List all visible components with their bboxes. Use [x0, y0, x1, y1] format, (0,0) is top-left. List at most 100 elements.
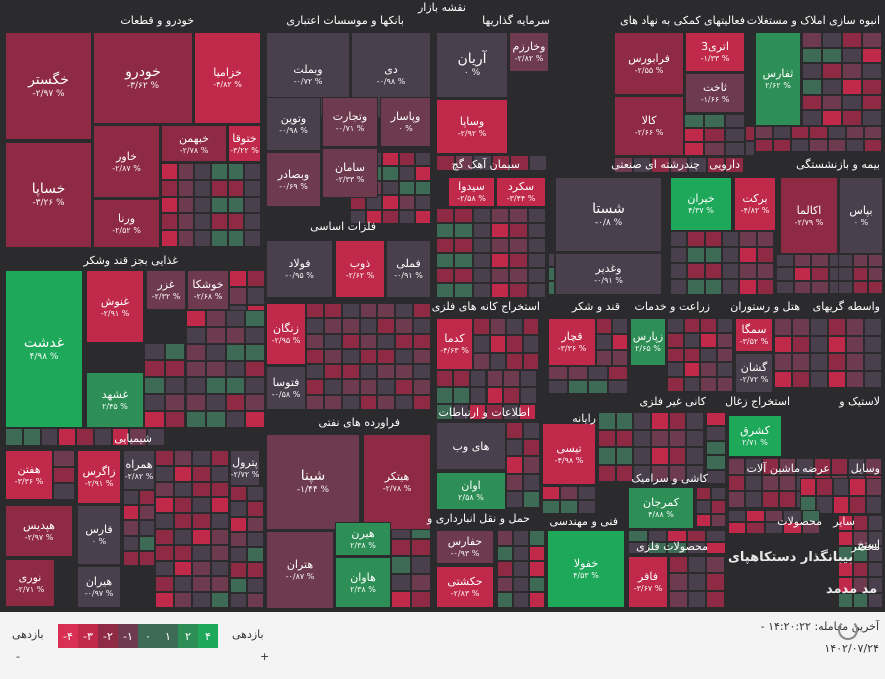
filler-stock-tile[interactable] [684, 128, 705, 142]
filler-stock-tile[interactable] [144, 360, 165, 377]
filler-stock-tile[interactable] [706, 157, 726, 173]
filler-stock-tile[interactable] [225, 310, 246, 327]
stock-tile[interactable]: اتری3 -۱/۳۳ % [685, 32, 745, 72]
filler-stock-tile[interactable] [454, 268, 473, 283]
filler-stock-tile[interactable] [506, 456, 523, 474]
filler-stock-tile[interactable] [227, 196, 245, 214]
filler-stock-tile[interactable] [230, 562, 247, 578]
filler-stock-tile[interactable] [711, 500, 726, 514]
stock-tile[interactable]: هیرن ۲/۳۸ % [335, 522, 391, 556]
filler-stock-tile[interactable] [828, 370, 846, 388]
filler-stock-tile[interactable] [491, 283, 510, 298]
filler-stock-tile[interactable] [728, 522, 747, 534]
filler-stock-tile[interactable] [774, 370, 792, 388]
filler-stock-tile[interactable] [522, 335, 539, 353]
filler-stock-tile[interactable] [756, 231, 774, 247]
filler-stock-tile[interactable] [706, 426, 726, 441]
filler-stock-tile[interactable] [192, 576, 211, 593]
filler-stock-tile[interactable] [706, 455, 726, 470]
filler-stock-tile[interactable] [139, 505, 155, 521]
filler-stock-tile[interactable] [123, 535, 139, 551]
filler-stock-tile[interactable] [341, 333, 360, 349]
filler-stock-tile[interactable] [686, 464, 704, 482]
filler-stock-tile[interactable] [377, 379, 396, 395]
filler-stock-tile[interactable] [764, 510, 784, 522]
filler-stock-tile[interactable] [796, 458, 814, 475]
stock-tile[interactable]: وغدیر -۰/۹۱ % [555, 253, 662, 295]
filler-stock-tile[interactable] [306, 333, 324, 349]
filler-stock-tile[interactable] [776, 280, 794, 294]
filler-stock-tile[interactable] [779, 474, 797, 492]
filler-stock-tile[interactable] [230, 592, 247, 608]
filler-stock-tile[interactable] [413, 348, 431, 365]
filler-stock-tile[interactable] [436, 283, 455, 298]
filler-stock-tile[interactable] [155, 465, 174, 482]
stock-tile[interactable]: حکشتی -۲/۸۳ % [436, 566, 494, 608]
filler-stock-tile[interactable] [436, 208, 455, 223]
filler-stock-tile[interactable] [123, 490, 139, 506]
filler-stock-tile[interactable] [828, 353, 846, 371]
filler-stock-tile[interactable] [247, 270, 265, 288]
filler-stock-tile[interactable] [846, 370, 864, 388]
filler-stock-tile[interactable] [816, 496, 833, 514]
filler-stock-tile[interactable] [155, 513, 174, 529]
filler-stock-tile[interactable] [491, 268, 510, 283]
filler-stock-tile[interactable] [341, 364, 360, 380]
filler-stock-tile[interactable] [506, 473, 523, 491]
stock-tile[interactable]: کمرجان ۴/۸۸ % [628, 487, 694, 529]
filler-stock-tile[interactable] [173, 529, 192, 545]
filler-stock-tile[interactable] [739, 263, 757, 279]
filler-stock-tile[interactable] [186, 326, 206, 344]
filler-stock-tile[interactable] [822, 79, 842, 95]
stock-tile[interactable]: وتوین -۰/۹۸ % [266, 97, 321, 151]
filler-stock-tile[interactable] [687, 279, 705, 295]
filler-stock-tile[interactable] [669, 556, 688, 574]
filler-stock-tile[interactable] [93, 428, 112, 446]
filler-stock-tile[interactable] [578, 500, 596, 514]
filler-stock-tile[interactable] [513, 576, 529, 593]
filler-stock-tile[interactable] [608, 366, 628, 380]
filler-stock-tile[interactable] [323, 303, 342, 319]
filler-stock-tile[interactable] [306, 394, 324, 410]
filler-stock-tile[interactable] [247, 531, 264, 547]
stock-tile[interactable]: خیران ۴/۳۷ % [670, 177, 732, 231]
filler-stock-tile[interactable] [377, 303, 396, 319]
filler-stock-tile[interactable] [230, 516, 247, 532]
filler-stock-tile[interactable] [724, 114, 745, 128]
filler-stock-tile[interactable] [111, 428, 130, 446]
filler-stock-tile[interactable] [411, 590, 431, 608]
filler-stock-tile[interactable] [802, 110, 822, 126]
filler-stock-tile[interactable] [359, 318, 378, 334]
filler-stock-tile[interactable] [739, 231, 757, 247]
filler-stock-tile[interactable] [210, 513, 229, 529]
filler-stock-tile[interactable] [612, 334, 628, 350]
filler-stock-tile[interactable] [519, 404, 536, 420]
filler-stock-tile[interactable] [244, 230, 261, 247]
filler-stock-tile[interactable] [164, 343, 185, 360]
filler-stock-tile[interactable] [230, 501, 247, 517]
filler-stock-tile[interactable] [614, 157, 633, 173]
filler-stock-tile[interactable] [510, 155, 529, 171]
filler-stock-tile[interactable] [810, 335, 828, 353]
filler-stock-tile[interactable] [398, 195, 415, 210]
filler-stock-tile[interactable] [164, 360, 185, 377]
refresh-icon[interactable] [838, 620, 858, 640]
filler-stock-tile[interactable] [722, 279, 740, 295]
filler-stock-tile[interactable] [377, 318, 396, 334]
stock-tile[interactable]: قچار -۳/۳۶ % [548, 318, 596, 366]
filler-stock-tile[interactable] [868, 254, 883, 268]
stock-tile[interactable]: پترول -۲/۷۲ % [230, 450, 260, 486]
filler-stock-tile[interactable] [503, 387, 521, 404]
filler-stock-tile[interactable] [210, 497, 229, 514]
filler-stock-tile[interactable] [615, 429, 634, 447]
filler-stock-tile[interactable] [598, 429, 616, 447]
filler-stock-tile[interactable] [139, 490, 155, 506]
filler-stock-tile[interactable] [762, 491, 780, 508]
filler-stock-tile[interactable] [359, 303, 378, 319]
filler-stock-tile[interactable] [683, 318, 700, 333]
filler-stock-tile[interactable] [489, 352, 506, 370]
stock-tile[interactable]: شستا -۰/۸ % [555, 177, 662, 252]
filler-stock-tile[interactable] [669, 590, 688, 608]
filler-stock-tile[interactable] [683, 332, 700, 348]
filler-stock-tile[interactable] [509, 268, 528, 283]
